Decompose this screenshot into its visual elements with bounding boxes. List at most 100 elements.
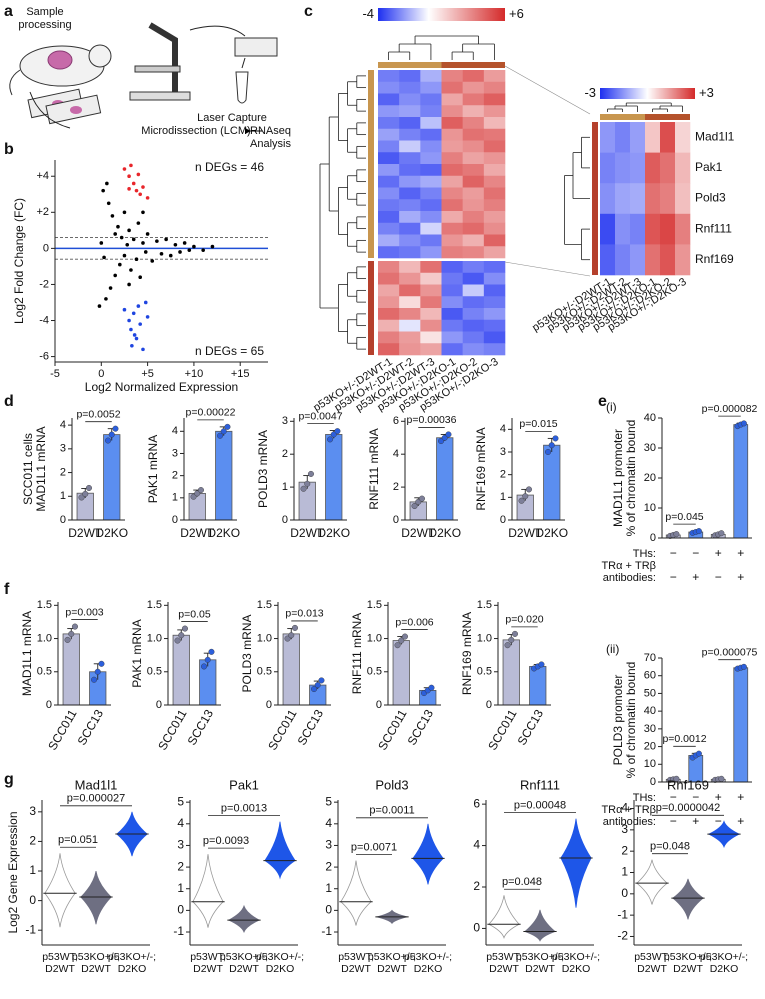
p-value: p=0.003 xyxy=(65,606,103,618)
y-tick-label: 0 xyxy=(621,886,628,900)
data-point xyxy=(130,343,134,348)
heatmap-cell xyxy=(483,284,506,297)
heatmap-cell xyxy=(483,308,506,321)
x-tick-label: SCC13 xyxy=(75,707,107,748)
x-tick-label: SCC011 xyxy=(375,707,410,753)
x-tick-label: SCC011 xyxy=(155,707,190,753)
data-point xyxy=(181,625,188,632)
heatmap-cell xyxy=(378,199,400,212)
data-point xyxy=(112,425,119,432)
data-point xyxy=(105,437,112,444)
data-point xyxy=(190,493,197,500)
group-bar xyxy=(645,114,690,120)
data-point xyxy=(428,684,435,691)
heatmap-cell xyxy=(420,199,442,212)
heatmap-cell xyxy=(462,319,485,332)
heatmap-cell xyxy=(660,213,676,245)
heatmap-cell xyxy=(378,308,400,321)
p-value: p=0.048 xyxy=(650,841,690,853)
data-point xyxy=(291,624,298,631)
x-tick-label: p53KO+/-; xyxy=(700,951,748,963)
condition-value: − xyxy=(670,790,677,804)
p-value: p=0.0093 xyxy=(203,835,249,847)
heatmap-cell xyxy=(441,105,463,118)
y-tick-label: 0 xyxy=(650,776,656,788)
x-tick-label: p53KO+/-; xyxy=(72,951,120,963)
heatmap-cell xyxy=(399,70,421,83)
slide-section xyxy=(70,106,82,114)
diagram-label: RNAseq xyxy=(250,125,291,137)
y-axis-label: PAK1 mRNA xyxy=(130,619,144,687)
panel-label: c xyxy=(304,3,313,20)
heatmap-cell xyxy=(378,331,400,344)
y-tick-label: 3 xyxy=(177,838,184,852)
data-point xyxy=(141,241,145,245)
data-point xyxy=(141,185,145,189)
data-point xyxy=(94,668,101,675)
heatmap-cell xyxy=(483,261,506,274)
violin xyxy=(44,853,76,928)
x-tick-label: D2WT xyxy=(68,526,103,540)
y-tick-label: 1 xyxy=(282,481,288,493)
heatmap-cell xyxy=(441,308,463,321)
tube xyxy=(235,71,249,104)
data-point xyxy=(394,642,401,649)
heatmap-cell xyxy=(630,244,646,276)
condition-value: − xyxy=(692,790,699,804)
heatmap-cell xyxy=(378,70,400,83)
y-axis-label: PAK1 mRNA xyxy=(146,435,160,503)
y-tick-label: -2 xyxy=(617,929,628,943)
heatmap-cell xyxy=(645,213,661,245)
heatmap-cell xyxy=(462,246,485,259)
x-tick-label: D2WT xyxy=(637,963,667,975)
data-point xyxy=(178,632,185,639)
heatmap-cell xyxy=(378,187,400,200)
heatmap-cell xyxy=(675,183,691,215)
heatmap-cell xyxy=(378,246,400,259)
data-point xyxy=(548,442,555,449)
heatmap-cell xyxy=(399,140,421,153)
data-point xyxy=(113,273,117,278)
data-point xyxy=(129,163,133,168)
heatmap-cell xyxy=(645,244,661,276)
y-tick-label: 5 xyxy=(177,794,184,808)
y-tick-label: -4 xyxy=(39,314,49,326)
heatmap-cell xyxy=(462,140,485,153)
colorbar xyxy=(600,88,695,99)
x-tick-label: +15 xyxy=(231,368,250,380)
x-tick-label: D2KO xyxy=(266,963,295,975)
data-point xyxy=(110,214,115,218)
heatmap-cell xyxy=(420,246,442,259)
y-tick-label: -1 xyxy=(173,924,184,938)
heatmap-cell xyxy=(378,284,400,297)
condition-value: + xyxy=(737,790,744,804)
x-tick-label: SCC011 xyxy=(485,707,520,753)
heatmap-cell xyxy=(441,175,463,188)
y-tick-label: 30 xyxy=(644,723,656,735)
heatmap-cell xyxy=(399,199,421,212)
heatmap-cell xyxy=(483,199,506,212)
condition-label: THs: xyxy=(633,548,656,560)
x-tick-label: D2WT xyxy=(180,526,215,540)
heatmap-cell xyxy=(615,213,631,245)
heatmap-cell xyxy=(378,93,400,106)
p-value: p=0.00022 xyxy=(186,407,236,419)
heatmap-cell xyxy=(399,343,421,356)
heatmap-cell xyxy=(378,81,400,94)
heatmap-cell xyxy=(378,319,400,332)
row-label: Rnf169 xyxy=(695,252,734,266)
heatmap-cell xyxy=(441,284,463,297)
y-tick-label: 0 xyxy=(650,532,656,544)
y-axis-label: Log2 Gene Expression xyxy=(6,811,20,933)
y-tick-label: 30 xyxy=(644,442,656,454)
panel-label: g xyxy=(4,771,14,788)
heatmap-cell xyxy=(441,319,463,332)
y-tick-label: 1 xyxy=(500,491,506,503)
y-tick-label: 1.5 xyxy=(147,599,162,611)
heatmap-cell xyxy=(399,187,421,200)
heatmap-cell xyxy=(462,70,485,83)
y-tick-label: -6 xyxy=(39,350,49,362)
subtitle: (ii) xyxy=(606,642,619,656)
diagram-label: Microdissection (LCM) xyxy=(141,125,250,137)
data-point xyxy=(145,232,150,236)
